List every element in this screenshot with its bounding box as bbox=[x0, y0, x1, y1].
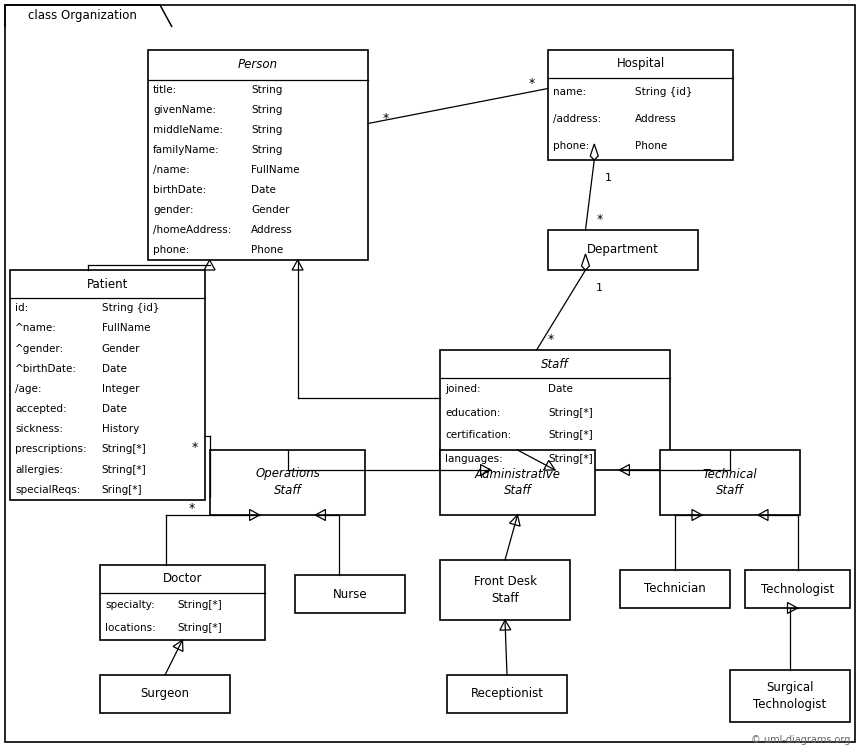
Text: familyName:: familyName: bbox=[153, 145, 219, 155]
Text: String: String bbox=[251, 145, 283, 155]
Bar bbox=[440, 350, 670, 470]
Text: FullName: FullName bbox=[251, 165, 300, 175]
Bar bbox=[295, 575, 405, 613]
Text: String: String bbox=[251, 125, 283, 135]
Text: ^name:: ^name: bbox=[15, 323, 57, 333]
Text: Technical
Staff: Technical Staff bbox=[703, 468, 758, 498]
Text: 1: 1 bbox=[605, 173, 611, 183]
Text: Integer: Integer bbox=[101, 384, 139, 394]
Text: birthDate:: birthDate: bbox=[153, 185, 206, 195]
Text: String[*]: String[*] bbox=[548, 453, 593, 463]
Bar bbox=[440, 450, 595, 515]
Text: Phone: Phone bbox=[251, 245, 284, 255]
Text: name:: name: bbox=[553, 87, 587, 96]
Text: Address: Address bbox=[251, 225, 293, 235]
Text: String[*]: String[*] bbox=[101, 444, 146, 454]
Text: Gender: Gender bbox=[101, 344, 140, 353]
Text: specialty:: specialty: bbox=[105, 600, 155, 610]
Text: /homeAddress:: /homeAddress: bbox=[153, 225, 231, 235]
Bar bbox=[730, 670, 850, 722]
Text: class Organization: class Organization bbox=[28, 10, 137, 22]
Text: certification:: certification: bbox=[445, 430, 511, 441]
Text: String[*]: String[*] bbox=[177, 623, 222, 633]
Text: ^birthDate:: ^birthDate: bbox=[15, 364, 77, 374]
Text: Technologist: Technologist bbox=[761, 583, 834, 595]
Text: Phone: Phone bbox=[635, 141, 667, 152]
Text: ^gender:: ^gender: bbox=[15, 344, 64, 353]
Text: String[*]: String[*] bbox=[101, 465, 146, 474]
Text: © uml-diagrams.org: © uml-diagrams.org bbox=[751, 735, 850, 745]
Bar bbox=[447, 675, 567, 713]
Text: History: History bbox=[101, 424, 139, 434]
Text: Gender: Gender bbox=[251, 205, 290, 215]
Bar bbox=[100, 565, 265, 640]
Text: Operations
Staff: Operations Staff bbox=[255, 468, 320, 498]
Text: education:: education: bbox=[445, 408, 501, 418]
Text: Front Desk
Staff: Front Desk Staff bbox=[474, 575, 537, 605]
Text: specialReqs:: specialReqs: bbox=[15, 485, 80, 495]
Bar bbox=[100, 675, 230, 713]
Text: Surgeon: Surgeon bbox=[140, 687, 189, 701]
Text: Nurse: Nurse bbox=[333, 587, 367, 601]
Text: phone:: phone: bbox=[553, 141, 589, 152]
Text: *: * bbox=[596, 214, 603, 226]
Text: String[*]: String[*] bbox=[177, 600, 222, 610]
Text: Person: Person bbox=[238, 58, 278, 72]
Text: Date: Date bbox=[251, 185, 276, 195]
Bar bbox=[210, 450, 365, 515]
Text: Administrative
Staff: Administrative Staff bbox=[475, 468, 561, 498]
Text: middleName:: middleName: bbox=[153, 125, 223, 135]
Text: Hospital: Hospital bbox=[617, 58, 665, 70]
Text: *: * bbox=[383, 112, 389, 125]
Bar bbox=[660, 450, 800, 515]
Text: String {id}: String {id} bbox=[101, 303, 159, 313]
Text: Surgical
Technologist: Surgical Technologist bbox=[753, 681, 826, 711]
Text: Date: Date bbox=[548, 385, 573, 394]
Text: *: * bbox=[189, 502, 195, 515]
Text: allergies:: allergies: bbox=[15, 465, 63, 474]
Text: String[*]: String[*] bbox=[548, 408, 593, 418]
Text: Technician: Technician bbox=[644, 583, 706, 595]
Text: FullName: FullName bbox=[101, 323, 150, 333]
Text: Address: Address bbox=[635, 114, 677, 124]
Text: sickness:: sickness: bbox=[15, 424, 63, 434]
Text: /address:: /address: bbox=[553, 114, 601, 124]
Bar bbox=[745, 570, 850, 608]
Bar bbox=[10, 270, 205, 500]
Text: accepted:: accepted: bbox=[15, 404, 66, 414]
Text: locations:: locations: bbox=[105, 623, 156, 633]
Text: *: * bbox=[529, 77, 535, 90]
Text: String: String bbox=[251, 105, 283, 115]
Text: gender:: gender: bbox=[153, 205, 194, 215]
Bar bbox=[148, 50, 368, 260]
Text: *: * bbox=[548, 333, 554, 347]
Text: Staff: Staff bbox=[541, 358, 568, 371]
Bar bbox=[548, 50, 733, 160]
Text: String[*]: String[*] bbox=[548, 430, 593, 441]
Bar bbox=[548, 230, 698, 270]
Text: String: String bbox=[251, 85, 283, 95]
Text: title:: title: bbox=[153, 85, 177, 95]
Text: 1: 1 bbox=[596, 283, 603, 293]
Text: Patient: Patient bbox=[87, 277, 128, 291]
Bar bbox=[440, 560, 570, 620]
Text: /name:: /name: bbox=[153, 165, 189, 175]
Text: givenName:: givenName: bbox=[153, 105, 216, 115]
Text: prescriptions:: prescriptions: bbox=[15, 444, 87, 454]
Text: Date: Date bbox=[101, 404, 126, 414]
Text: joined:: joined: bbox=[445, 385, 481, 394]
Text: String {id}: String {id} bbox=[635, 87, 692, 96]
Text: Doctor: Doctor bbox=[163, 572, 202, 586]
Text: languages:: languages: bbox=[445, 453, 503, 463]
Text: Receptionist: Receptionist bbox=[470, 687, 544, 701]
Text: /age:: /age: bbox=[15, 384, 41, 394]
Text: id:: id: bbox=[15, 303, 28, 313]
Text: Date: Date bbox=[101, 364, 126, 374]
Text: Department: Department bbox=[587, 244, 659, 256]
Text: phone:: phone: bbox=[153, 245, 189, 255]
Bar bbox=[620, 570, 730, 608]
Text: *: * bbox=[192, 441, 198, 454]
Text: Sring[*]: Sring[*] bbox=[101, 485, 142, 495]
